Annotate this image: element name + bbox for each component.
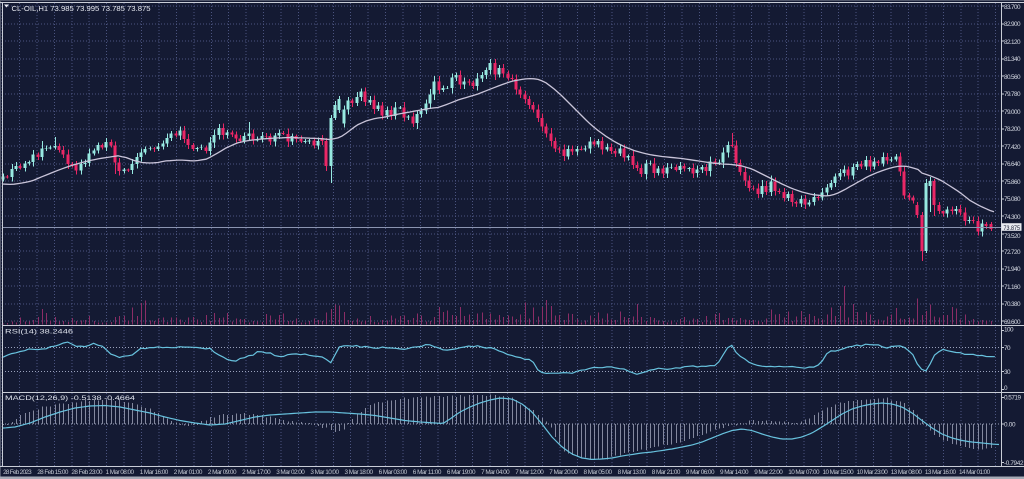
svg-text:0: 0 [1004,385,1008,392]
svg-text:7 Mar 04:00: 7 Mar 04:00 [481,469,510,476]
svg-text:13 Mar 16:00: 13 Mar 16:00 [925,469,957,476]
svg-text:14 Mar 01:00: 14 Mar 01:00 [959,469,991,476]
svg-text:74.300: 74.300 [1004,214,1021,221]
svg-text:75.080: 75.080 [1004,196,1021,203]
svg-text:73.520: 73.520 [1004,233,1021,240]
svg-text:10 Mar 23:00: 10 Mar 23:00 [857,469,889,476]
svg-text:6 Mar 19:00: 6 Mar 19:00 [447,469,476,476]
svg-text:9 Mar 14:00: 9 Mar 14:00 [720,469,749,476]
svg-text:3 Mar 10:00: 3 Mar 10:00 [310,469,339,476]
svg-text:76.640: 76.640 [1004,161,1021,168]
svg-text:7 Mar 12:00: 7 Mar 12:00 [515,469,544,476]
svg-text:69.600: 69.600 [1004,319,1021,326]
svg-text:28 Feb 2023: 28 Feb 2023 [3,469,32,476]
svg-text:RSI(14) 38.2446: RSI(14) 38.2446 [5,329,73,336]
svg-text:13 Mar 08:00: 13 Mar 08:00 [891,469,923,476]
svg-text:8 Mar 21:00: 8 Mar 21:00 [652,469,681,476]
svg-text:9 Mar 06:00: 9 Mar 06:00 [686,469,715,476]
svg-text:1 Mar 08:00: 1 Mar 08:00 [106,469,135,476]
svg-text:73.875: 73.875 [1004,225,1021,232]
svg-text:79.780: 79.780 [1004,91,1021,98]
svg-text:6 Mar 03:00: 6 Mar 03:00 [379,469,408,476]
svg-text:2 Mar 09:00: 2 Mar 09:00 [208,469,237,476]
svg-text:71.940: 71.940 [1004,266,1021,273]
svg-text:2 Mar 01:00: 2 Mar 01:00 [174,469,203,476]
svg-text:72.720: 72.720 [1004,249,1021,256]
svg-text:6 Mar 11:00: 6 Mar 11:00 [413,469,442,476]
svg-text:1 Mar 16:00: 1 Mar 16:00 [140,469,169,476]
svg-text:CL-OIL,H1 73.985 73.995 73.785: CL-OIL,H1 73.985 73.995 73.785 73.875 [12,4,151,13]
svg-text:81.340: 81.340 [1004,56,1021,63]
svg-text:100: 100 [1004,327,1014,334]
svg-text:71.160: 71.160 [1004,284,1021,291]
svg-text:3 Mar 02:00: 3 Mar 02:00 [276,469,305,476]
svg-text:79.000: 79.000 [1004,109,1021,116]
svg-text:10 Mar 07:00: 10 Mar 07:00 [788,469,820,476]
svg-text:70: 70 [1004,345,1011,352]
svg-text:80.560: 80.560 [1004,74,1021,81]
svg-text:7 Mar 20:00: 7 Mar 20:00 [549,469,578,476]
svg-text:82.120: 82.120 [1004,39,1021,46]
svg-text:10 Mar 15:00: 10 Mar 15:00 [823,469,855,476]
svg-text:8 Mar 13:00: 8 Mar 13:00 [618,469,647,476]
svg-text:70.380: 70.380 [1004,301,1021,308]
svg-text:28 Feb 15:00: 28 Feb 15:00 [37,469,69,476]
svg-text:75.860: 75.860 [1004,179,1021,186]
svg-text:30: 30 [1004,369,1011,376]
svg-text:MACD(12,26,9) -0.5138 -0.4664: MACD(12,26,9) -0.5138 -0.4664 [5,395,135,402]
svg-text:8 Mar 05:00: 8 Mar 05:00 [584,469,613,476]
svg-text:0.5719: 0.5719 [1004,395,1021,402]
svg-text:82.900: 82.900 [1004,21,1021,28]
svg-text:2 Mar 17:00: 2 Mar 17:00 [242,469,271,476]
svg-text:28 Feb 23:00: 28 Feb 23:00 [71,469,103,476]
svg-text:77.420: 77.420 [1004,144,1021,151]
svg-text:-0.7942: -0.7942 [1004,460,1024,467]
svg-text:0.00: 0.00 [1004,422,1016,429]
svg-text:9 Mar 22:00: 9 Mar 22:00 [754,469,783,476]
svg-text:3 Mar 18:00: 3 Mar 18:00 [345,469,374,476]
svg-text:83.700: 83.700 [1004,4,1021,11]
svg-text:78.200: 78.200 [1004,126,1021,133]
